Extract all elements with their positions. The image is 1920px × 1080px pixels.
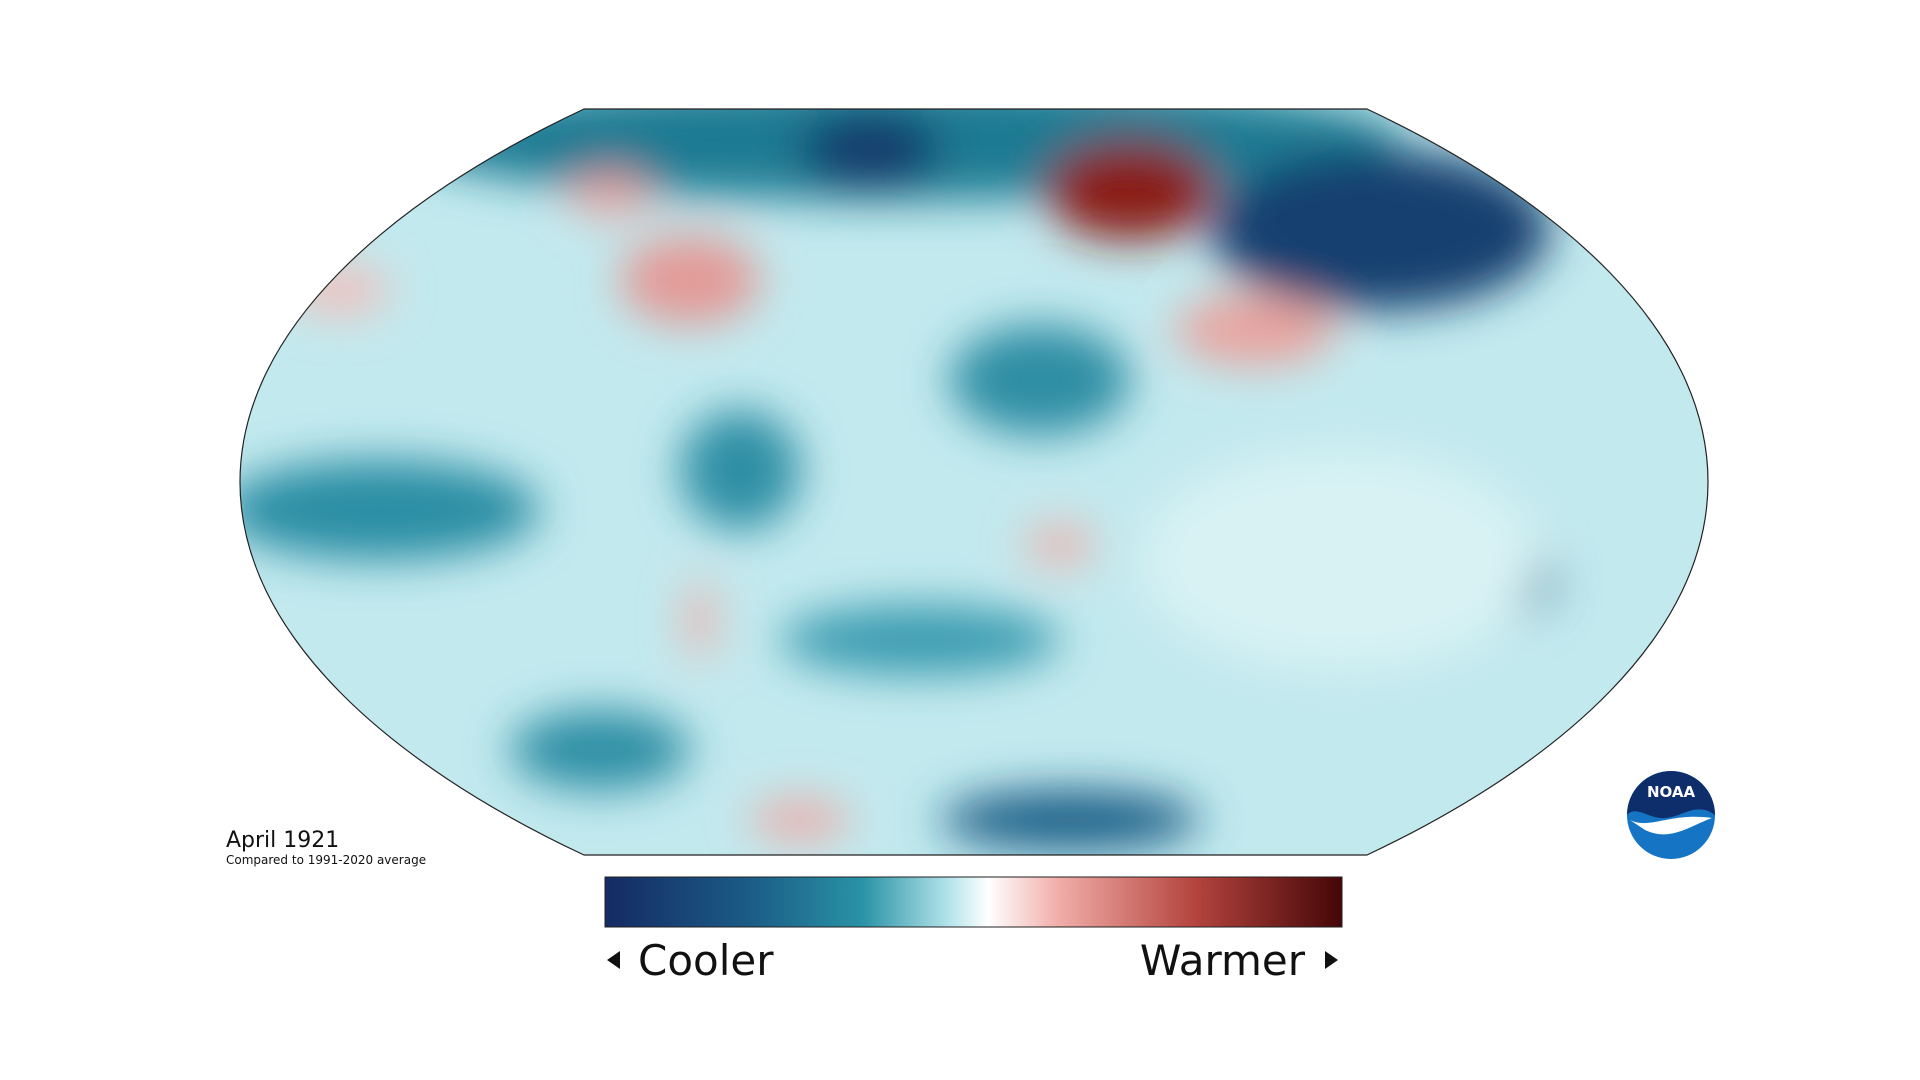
map-outline [239, 108, 1709, 856]
warmer-arrow [1325, 951, 1338, 969]
high-label: Warmer [1140, 936, 1306, 985]
map-subtitle: Compared to 1991-2020 average [226, 853, 426, 867]
cooler-arrow [607, 951, 620, 969]
map-title: April 1921 [226, 828, 339, 853]
noaa-logo: NOAA [1627, 771, 1715, 859]
logo-text: NOAA [1647, 783, 1696, 801]
color-scale [604, 876, 1343, 928]
low-label: Cooler [638, 936, 774, 985]
anomaly-field [240, 109, 1708, 855]
